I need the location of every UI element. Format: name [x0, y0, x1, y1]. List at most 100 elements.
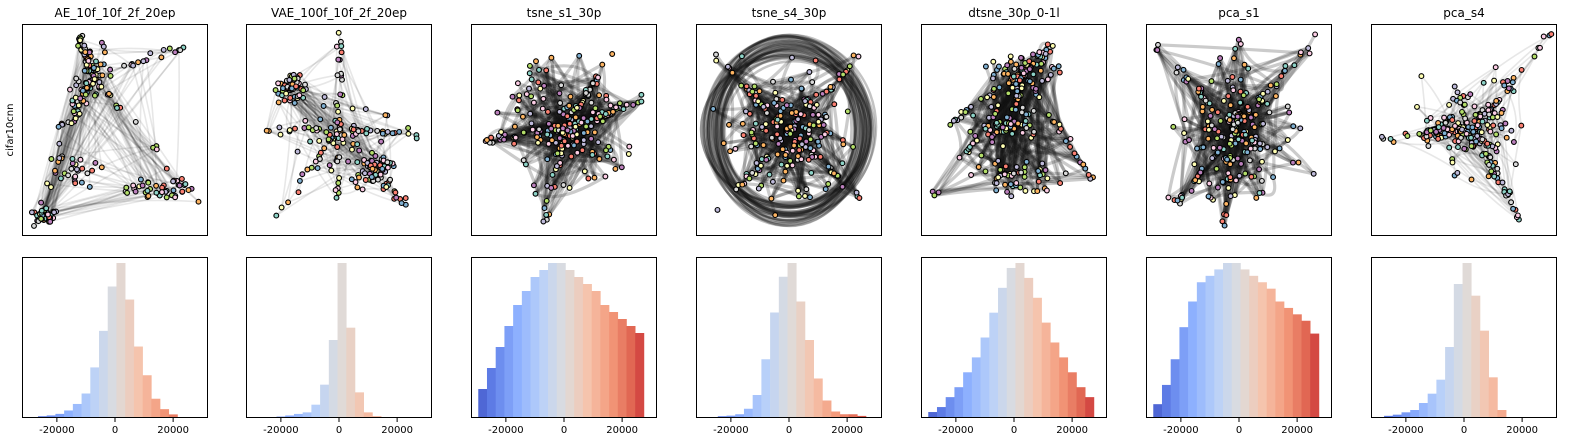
sample-point: [316, 137, 323, 144]
sample-point: [576, 52, 583, 59]
sample-point: [130, 62, 137, 69]
sample-point: [1414, 103, 1420, 110]
sample-point: [609, 51, 616, 57]
sample-point: [807, 194, 813, 201]
sample-point: [137, 176, 144, 183]
sample-point: [995, 102, 1001, 109]
sample-point: [1425, 143, 1432, 149]
sample-point: [1208, 122, 1215, 129]
sample-point: [1202, 97, 1209, 104]
sample-point: [1205, 135, 1212, 142]
sample-point: [1071, 150, 1078, 157]
sample-point: [83, 84, 90, 91]
sample-point: [970, 112, 977, 119]
sample-point: [1050, 65, 1057, 72]
sample-point: [170, 178, 177, 185]
sample-point: [1244, 103, 1251, 110]
histogram-bar: [133, 346, 143, 417]
sample-point: [968, 103, 974, 110]
sample-point: [1214, 149, 1221, 156]
sample-point: [561, 138, 568, 145]
sample-point: [285, 199, 292, 206]
histogram-bar: [1015, 263, 1025, 417]
sample-point: [1227, 174, 1234, 181]
sample-point: [514, 107, 521, 114]
sample-point: [982, 63, 989, 70]
sample-point: [354, 159, 361, 166]
sample-point: [581, 168, 588, 175]
sample-point: [1207, 112, 1214, 119]
projection-frame: [696, 24, 882, 236]
sample-point: [592, 105, 599, 112]
sample-point: [1256, 96, 1263, 103]
sample-point: [1387, 135, 1394, 142]
sample-point: [387, 176, 394, 183]
sample-point: [1200, 144, 1207, 151]
panel-title: pca_s1: [1218, 6, 1259, 20]
sample-point: [1173, 69, 1180, 76]
sample-point: [580, 137, 587, 144]
sample-point: [990, 75, 996, 82]
sample-point: [1226, 140, 1233, 147]
sample-point: [317, 149, 324, 156]
sample-point: [753, 92, 759, 99]
histogram-bar: [1257, 282, 1267, 417]
histogram-bar: [1059, 357, 1069, 417]
sample-point: [997, 166, 1004, 173]
histogram-bar: [822, 400, 832, 417]
histogram-bar: [1205, 275, 1215, 417]
sample-point: [1215, 61, 1222, 67]
sample-points: [263, 29, 420, 219]
sample-point: [362, 106, 369, 113]
sample-point: [73, 75, 80, 82]
sample-point: [1018, 109, 1025, 116]
sample-point: [599, 118, 606, 125]
sample-point: [1508, 127, 1515, 134]
sample-point: [1044, 76, 1051, 83]
sample-point: [813, 101, 820, 108]
sample-point: [363, 130, 370, 137]
sample-point: [1459, 126, 1465, 133]
sample-point: [1508, 199, 1515, 206]
sample-point: [166, 45, 173, 52]
sample-point: [132, 118, 139, 125]
sample-point: [850, 52, 857, 59]
sample-point: [520, 129, 527, 136]
projection-frame: [471, 24, 657, 236]
sample-point: [382, 112, 389, 119]
sample-point: [528, 120, 535, 127]
sample-point: [47, 218, 54, 225]
histogram: [1153, 263, 1320, 417]
sample-point: [356, 174, 362, 181]
sample-point: [567, 93, 574, 100]
sample-point: [956, 154, 963, 161]
histogram-bar: [556, 263, 566, 417]
sample-point: [1003, 114, 1010, 121]
sample-point: [1502, 120, 1509, 127]
sample-point: [993, 187, 1000, 194]
sample-point: [825, 181, 832, 187]
projection-scatter: [263, 29, 420, 219]
sample-point: [68, 120, 75, 127]
sample-point: [1290, 123, 1297, 130]
sample-point: [988, 103, 995, 110]
sample-point: [526, 70, 533, 77]
histogram-bar: [928, 412, 938, 417]
sample-point: [283, 90, 290, 97]
x-tick-label: 20000: [381, 425, 413, 436]
sample-point: [1229, 74, 1236, 80]
sample-point: [742, 108, 749, 115]
sample-point: [604, 153, 611, 160]
sample-point: [967, 128, 974, 135]
sample-point: [566, 184, 573, 191]
sample-point: [121, 62, 128, 69]
histogram-bar: [1310, 333, 1320, 417]
sample-point: [511, 123, 518, 130]
sample-point: [1467, 91, 1474, 98]
sample-point: [1047, 71, 1054, 78]
sample-point: [1418, 73, 1425, 80]
sample-point: [159, 189, 165, 196]
sample-point: [807, 136, 814, 143]
sample-point: [545, 140, 552, 147]
sample-point: [515, 97, 522, 104]
